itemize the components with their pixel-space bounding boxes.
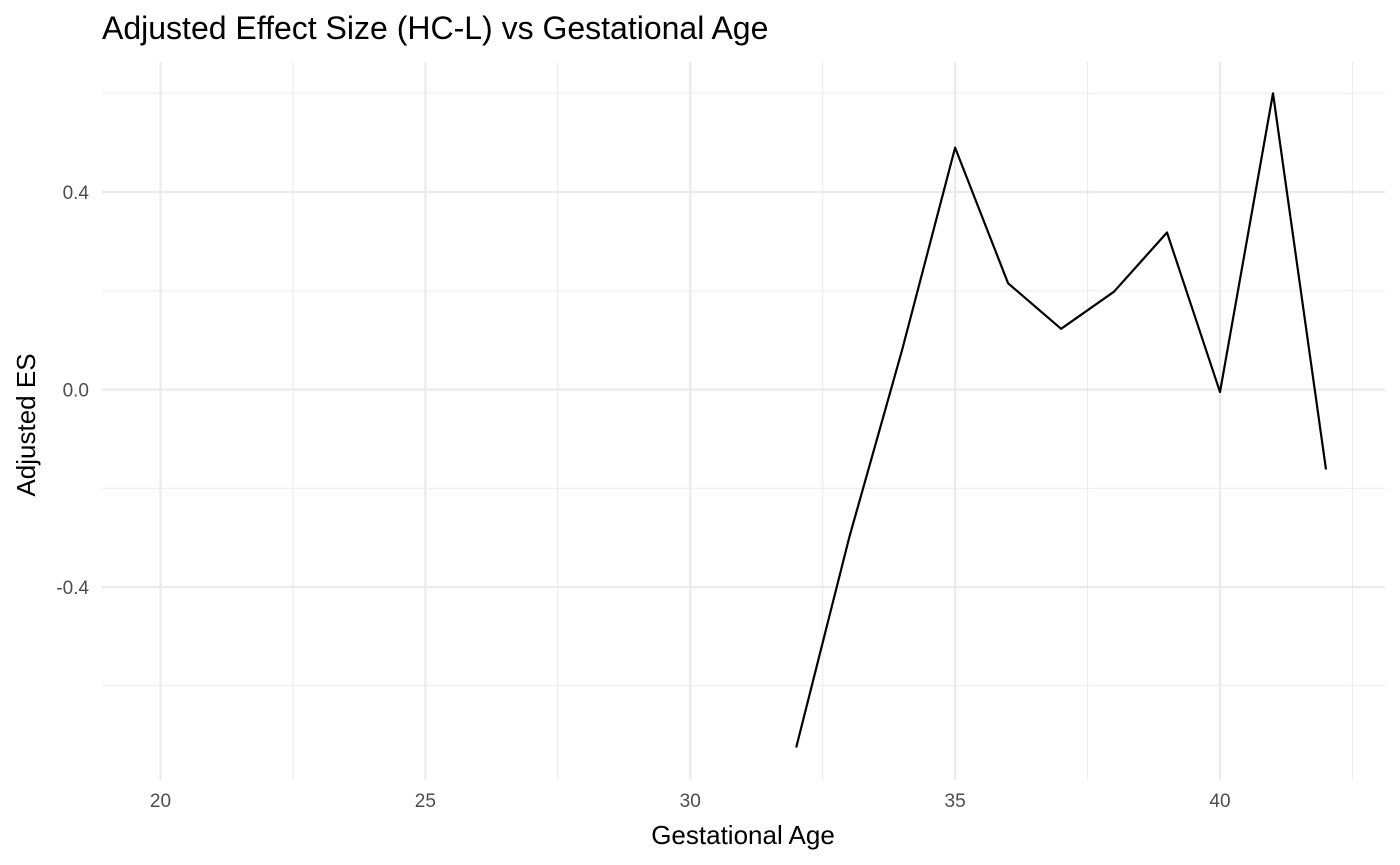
x-tick-label: 35 xyxy=(945,791,966,812)
x-tick-label: 20 xyxy=(150,791,171,812)
y-tick-label: 0.0 xyxy=(63,381,89,402)
x-axis-title: Gestational Age xyxy=(651,820,835,850)
y-tick-labels: -0.4 0.0 0.4 xyxy=(56,183,89,599)
x-tick-labels: 20 25 30 35 40 xyxy=(150,791,1231,812)
plot-grid xyxy=(102,62,1385,780)
x-tick-label: 25 xyxy=(415,791,436,812)
y-axis-title: Adjusted ES xyxy=(11,353,41,496)
series-line xyxy=(795,92,1328,748)
chart-title: Adjusted Effect Size (HC-L) vs Gestation… xyxy=(102,10,768,46)
y-tick-label: 0.4 xyxy=(63,183,90,204)
y-tick-label: -0.4 xyxy=(56,578,89,599)
x-tick-label: 40 xyxy=(1209,791,1230,812)
x-tick-label: 30 xyxy=(680,791,701,812)
